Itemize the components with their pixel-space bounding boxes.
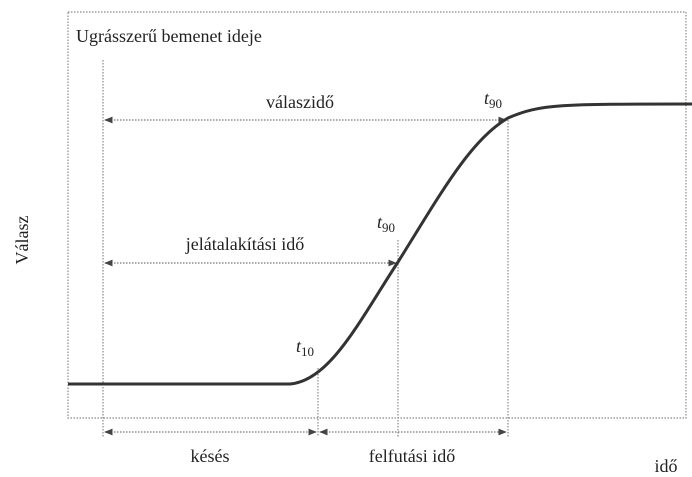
step-label: Ugrásszerű bemenet ideje bbox=[76, 26, 262, 46]
response-time-label: válaszidő bbox=[266, 92, 334, 112]
t10: t10 bbox=[296, 336, 314, 359]
delay-label: késés bbox=[191, 446, 230, 466]
x-axis-label: idő bbox=[654, 456, 677, 476]
response-curve bbox=[68, 102, 692, 386]
y-axis-label: Válasz bbox=[12, 216, 32, 265]
t90-top: t90 bbox=[484, 88, 502, 111]
frame bbox=[67, 11, 687, 419]
conversion-time-label: jelátalakítási idő bbox=[185, 234, 304, 254]
rise-time-label: felfutási idő bbox=[369, 446, 455, 466]
t90-mid: t90 bbox=[377, 212, 395, 235]
